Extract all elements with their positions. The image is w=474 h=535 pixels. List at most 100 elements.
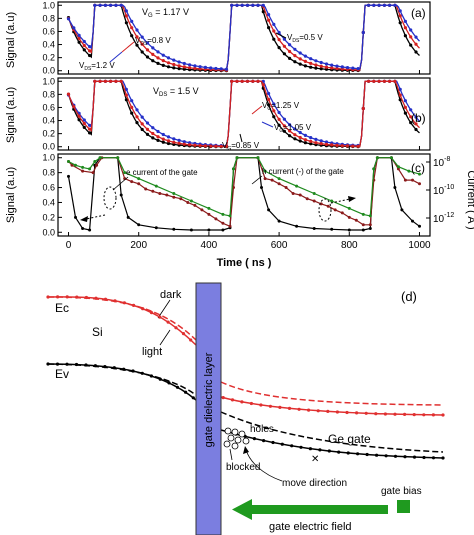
data-point-c-1 — [81, 169, 85, 173]
data-point-a-0 — [261, 10, 265, 14]
band-marker — [158, 315, 162, 319]
band-marker — [393, 454, 398, 458]
axis-ticks: 0.00.20.40.60.81.00.00.20.40.60.81.00.00… — [42, 0, 454, 251]
data-point-c-2 — [123, 171, 127, 175]
gate-bias-box — [397, 500, 410, 513]
y-tick-label-a: 0.0 — [42, 66, 55, 76]
data-point-c-1 — [361, 223, 365, 227]
data-point-b-2 — [351, 144, 355, 148]
data-point-c-2 — [228, 214, 232, 218]
data-point-a-2 — [372, 3, 376, 7]
data-point-a-2 — [277, 30, 281, 35]
band-marker — [249, 401, 253, 406]
data-point-b-0 — [267, 103, 271, 107]
band-marker — [299, 445, 303, 449]
data-point-a-0 — [403, 34, 407, 38]
band-marker — [74, 362, 79, 367]
band-marker — [84, 363, 88, 367]
panel-c-frame — [57, 153, 431, 237]
data-point-a-1 — [298, 57, 302, 61]
data-point-b-0 — [151, 136, 155, 140]
annot-b-arrow-2 — [261, 121, 274, 128]
panel-c-plot — [67, 156, 421, 232]
y2-tick-label: 10-8 — [433, 156, 450, 169]
band-marker — [166, 320, 170, 324]
data-point-b-2 — [198, 144, 202, 148]
data-point-c-1 — [347, 215, 351, 219]
annot-c-e-current: e current of the gate — [126, 168, 198, 177]
annot-c-h-current: h current (-) of the gate — [262, 167, 344, 176]
data-point-a-2 — [109, 3, 113, 7]
data-point-b-1 — [172, 137, 176, 141]
data-point-c-1 — [403, 178, 407, 182]
data-point-b-2 — [298, 135, 302, 140]
annot-c-ellipse-right — [318, 198, 332, 222]
data-point-a-2 — [340, 65, 344, 69]
data-point-b-0 — [140, 127, 144, 132]
annot-b-arrow-1 — [251, 105, 263, 115]
data-point-b-1 — [145, 121, 150, 125]
data-point-a-2 — [245, 3, 250, 7]
data-point-a-1 — [277, 38, 281, 42]
data-point-b-1 — [177, 138, 181, 142]
data-point-b-1 — [130, 99, 134, 103]
data-point-a-1 — [182, 65, 186, 69]
data-point-c-1 — [130, 180, 134, 184]
band-marker — [149, 374, 153, 378]
data-point-b-1 — [182, 140, 186, 144]
data-point-a-1 — [82, 43, 86, 48]
label-dark: dark — [160, 289, 182, 301]
dark-pointer — [157, 299, 171, 319]
data-point-c-0 — [88, 228, 92, 232]
label-gate-field: gate electric field — [269, 521, 352, 533]
data-point-a-0 — [82, 48, 86, 52]
data-point-c-1 — [151, 189, 155, 193]
data-point-a-0 — [177, 67, 181, 71]
data-point-a-0 — [88, 53, 92, 58]
data-point-b-2 — [135, 115, 139, 119]
data-point-b-2 — [367, 79, 371, 83]
data-point-b-2 — [293, 133, 297, 137]
data-point-c-2 — [295, 184, 299, 188]
band-marker — [326, 409, 330, 413]
band-marker — [345, 410, 349, 415]
band-marker — [365, 452, 369, 457]
data-point-a-2 — [267, 13, 271, 17]
band-marker — [287, 406, 292, 410]
band-marker — [94, 296, 98, 300]
data-point-c-2 — [312, 192, 316, 195]
panel-a-frame — [57, 1, 431, 75]
data-point-c-1 — [221, 221, 225, 225]
data-point-b-2 — [261, 83, 265, 87]
data-point-a-0 — [303, 64, 307, 68]
data-point-c-0 — [312, 227, 316, 230]
data-point-b-2 — [340, 144, 344, 148]
data-point-c-0 — [330, 227, 334, 231]
data-point-b-1 — [288, 123, 292, 127]
band-marker — [184, 390, 188, 394]
data-point-b-1 — [88, 123, 92, 127]
data-point-b-2 — [88, 127, 92, 131]
data-point-a-1 — [124, 14, 128, 18]
data-point-c-1 — [263, 177, 267, 181]
data-point-b-2 — [256, 79, 260, 83]
band-marker — [122, 367, 126, 371]
label-blocked: blocked — [226, 462, 260, 473]
data-point-a-1 — [403, 26, 407, 30]
move-direction-arrowhead — [243, 446, 249, 454]
panel-label-c: (c) — [411, 161, 425, 175]
ec-solid-curve — [47, 296, 444, 416]
data-point-c-2 — [88, 167, 92, 171]
data-point-c-1 — [291, 192, 295, 195]
annot-b-vg085: VG=0.85 V — [222, 141, 260, 152]
data-point-a-2 — [130, 19, 134, 23]
data-point-b-2 — [145, 127, 150, 131]
data-point-a-2 — [203, 65, 207, 69]
data-point-a-1 — [303, 59, 307, 64]
data-point-a-2 — [151, 46, 155, 50]
y-tick-label-c: 0.4 — [42, 197, 55, 207]
data-point-a-2 — [103, 3, 107, 7]
y-axis-label-c: Signal (a.u) — [5, 167, 17, 223]
data-point-c-0 — [67, 174, 70, 178]
annot-a-arrow-1 — [121, 41, 135, 53]
